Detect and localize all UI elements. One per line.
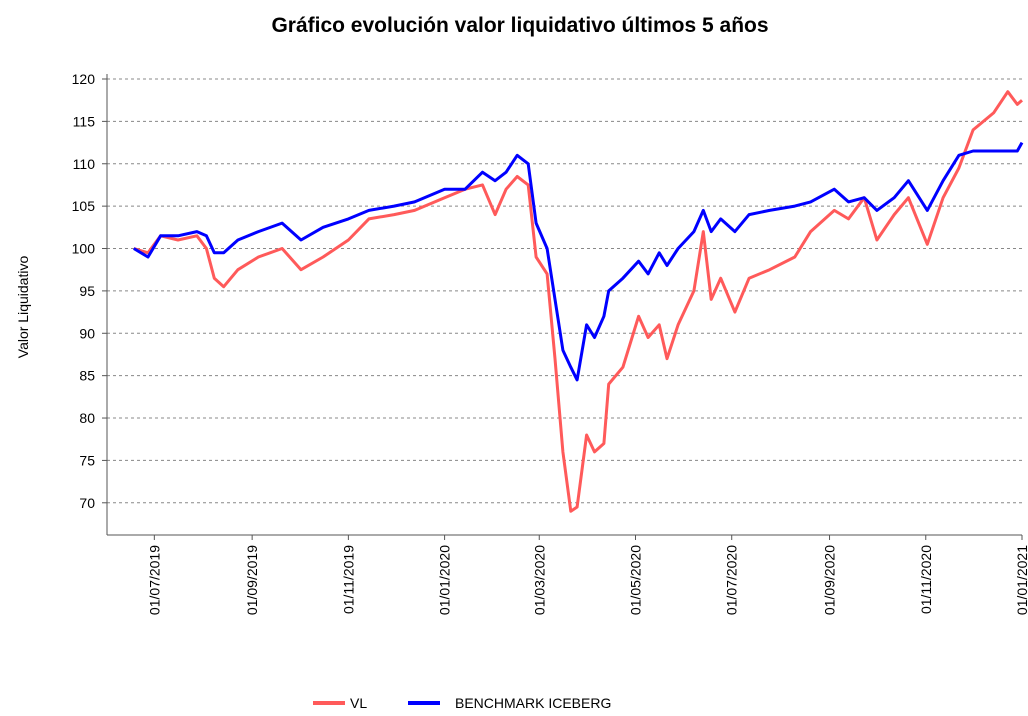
- x-tick-label: 01/01/2021: [1014, 545, 1028, 615]
- x-tick-label: 01/09/2019: [244, 545, 260, 615]
- y-tick-label: 80: [79, 410, 95, 426]
- y-tick-label: 70: [79, 495, 95, 511]
- y-tick-label: 90: [79, 325, 95, 341]
- x-tick-label: 01/07/2019: [146, 545, 162, 615]
- x-tick-label: 01/05/2020: [627, 545, 643, 615]
- y-tick-label: 110: [73, 156, 96, 172]
- x-tick-label: 01/09/2020: [822, 545, 838, 615]
- legend-label: VL: [350, 695, 367, 711]
- y-tick-label: 115: [73, 113, 96, 129]
- series-line: [133, 90, 1023, 513]
- y-axis-label: Valor Liquidativo: [15, 256, 31, 359]
- y-tick-label: 75: [79, 452, 95, 468]
- x-tick-label: 01/11/2020: [918, 545, 934, 614]
- series-line: [133, 141, 1024, 382]
- y-tick-label: 95: [79, 283, 95, 299]
- y-tick-label: 120: [72, 71, 96, 87]
- x-tick-label: 01/07/2020: [724, 545, 740, 615]
- chart-title: Gráfico evolución valor liquidativo últi…: [271, 14, 768, 37]
- x-tick-label: 01/03/2020: [531, 545, 547, 615]
- x-tick-label: 01/11/2019: [340, 545, 356, 614]
- y-tick-label: 105: [72, 198, 96, 214]
- y-tick-label: 100: [72, 241, 96, 257]
- y-tick-label: 85: [79, 368, 95, 384]
- legend-label: BENCHMARK ICEBERG: [455, 695, 611, 711]
- x-tick-label: 01/01/2020: [437, 545, 453, 615]
